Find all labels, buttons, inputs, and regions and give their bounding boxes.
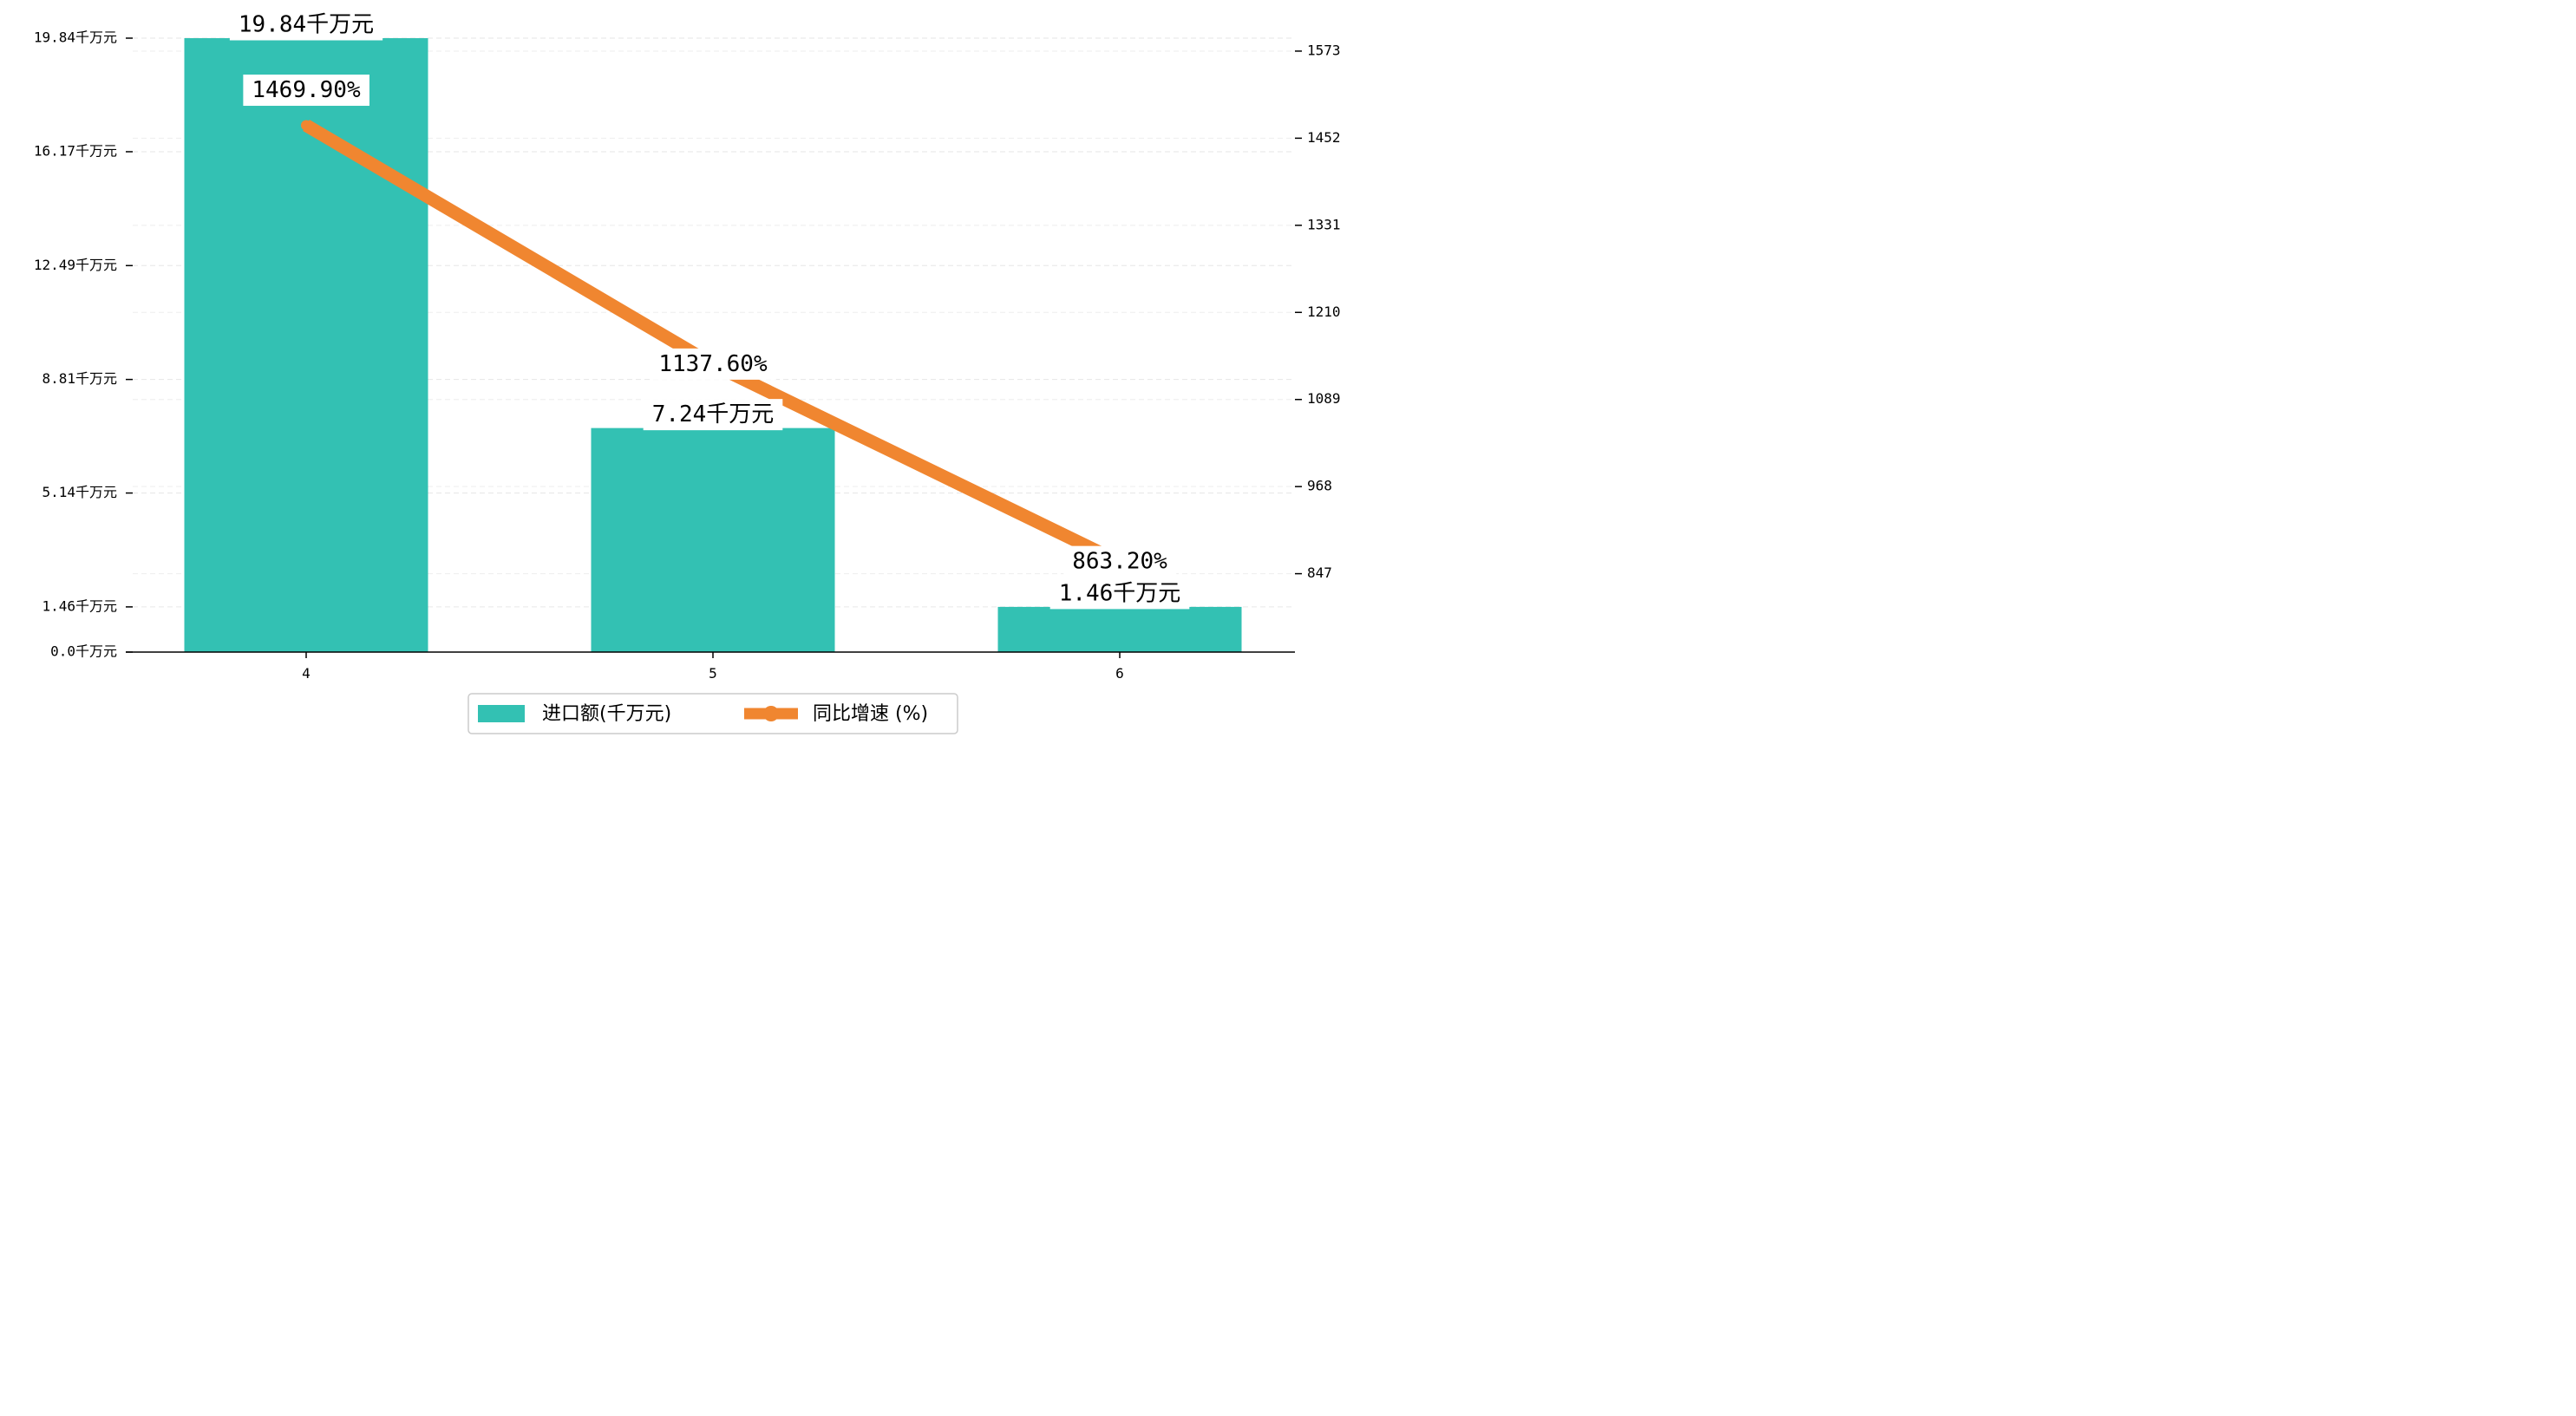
bar-value-label: 19.84千万元 bbox=[239, 12, 374, 38]
x-tick-label: 5 bbox=[709, 665, 717, 682]
line-value-label-group: 1469.90% bbox=[243, 75, 369, 107]
y-right-tick-label: 847 bbox=[1307, 564, 1332, 581]
bar-value-label-group: 19.84千万元 bbox=[229, 9, 383, 41]
y-right-tick-label: 1089 bbox=[1307, 390, 1341, 407]
bar-value-label: 1.46千万元 bbox=[1059, 580, 1181, 606]
legend-swatch-marker bbox=[763, 706, 779, 721]
bar-value-label-bg bbox=[643, 399, 783, 431]
bar bbox=[184, 38, 428, 652]
data-labels: 19.84千万元 7.24千万元 1.46千万元 1469.90% 1137.60% 86… bbox=[229, 9, 1190, 610]
x-tick-label: 4 bbox=[302, 665, 311, 682]
bar bbox=[997, 606, 1242, 652]
y-left-tick-label: 0.0千万元 bbox=[50, 643, 117, 660]
y-left-tick-label: 12.49千万元 bbox=[34, 257, 117, 273]
bar-value-label-bg bbox=[1049, 577, 1190, 610]
line-value-label-bg bbox=[243, 75, 369, 107]
bar-series bbox=[184, 38, 1242, 652]
line-value-label-bg bbox=[650, 348, 776, 380]
combo-chart: 0.0千万元 1.46千万元 5.14千万元 8.81千万元 12.49千万元 16.17… bbox=[34, 9, 1341, 734]
bar-value-label-group: 1.46千万元 bbox=[1049, 577, 1190, 610]
legend-label-line: 同比增速 (%) bbox=[813, 703, 928, 725]
bar-value-label-bg bbox=[229, 9, 383, 41]
chart-container: 0.0千万元 1.46千万元 5.14千万元 8.81千万元 12.49千万元 16.17… bbox=[0, 0, 1354, 744]
y-left-tick-label: 1.46千万元 bbox=[42, 597, 117, 614]
legend-swatch-bar bbox=[478, 705, 525, 722]
line-value-label: 863.20% bbox=[1072, 549, 1167, 575]
y-left-tick-label: 16.17千万元 bbox=[34, 142, 117, 159]
line-value-label: 1137.60% bbox=[658, 351, 768, 377]
bar bbox=[591, 427, 835, 652]
y-right-tick-label: 1331 bbox=[1307, 216, 1341, 232]
line-value-label-bg bbox=[1063, 545, 1177, 577]
axes: 0.0千万元 1.46千万元 5.14千万元 8.81千万元 12.49千万元 16.17… bbox=[34, 29, 1341, 682]
y-right-tick-label: 968 bbox=[1307, 478, 1332, 494]
line-value-label-group: 863.20% bbox=[1063, 545, 1177, 577]
line-value-label: 1469.90% bbox=[252, 77, 361, 103]
y-right-tick-label: 1210 bbox=[1307, 303, 1341, 320]
line-value-label-group: 1137.60% bbox=[650, 348, 776, 380]
bar-value-label: 7.24千万元 bbox=[652, 401, 775, 427]
y-left-tick-label: 19.84千万元 bbox=[34, 29, 117, 46]
y-left-tick-label: 8.81千万元 bbox=[42, 370, 117, 387]
y-right-tick-label: 1452 bbox=[1307, 129, 1341, 146]
line-point bbox=[301, 120, 311, 131]
y-left-tick-label: 5.14千万元 bbox=[42, 484, 117, 500]
y-right-tick-label: 1573 bbox=[1307, 42, 1341, 58]
legend-label-bar: 进口额(千万元) bbox=[542, 703, 671, 725]
x-tick-label: 6 bbox=[1115, 665, 1124, 682]
legend-box bbox=[467, 693, 958, 734]
legend: 进口额(千万元) 同比增速 (%) bbox=[467, 693, 958, 734]
bar-value-label-group: 7.24千万元 bbox=[643, 399, 783, 431]
